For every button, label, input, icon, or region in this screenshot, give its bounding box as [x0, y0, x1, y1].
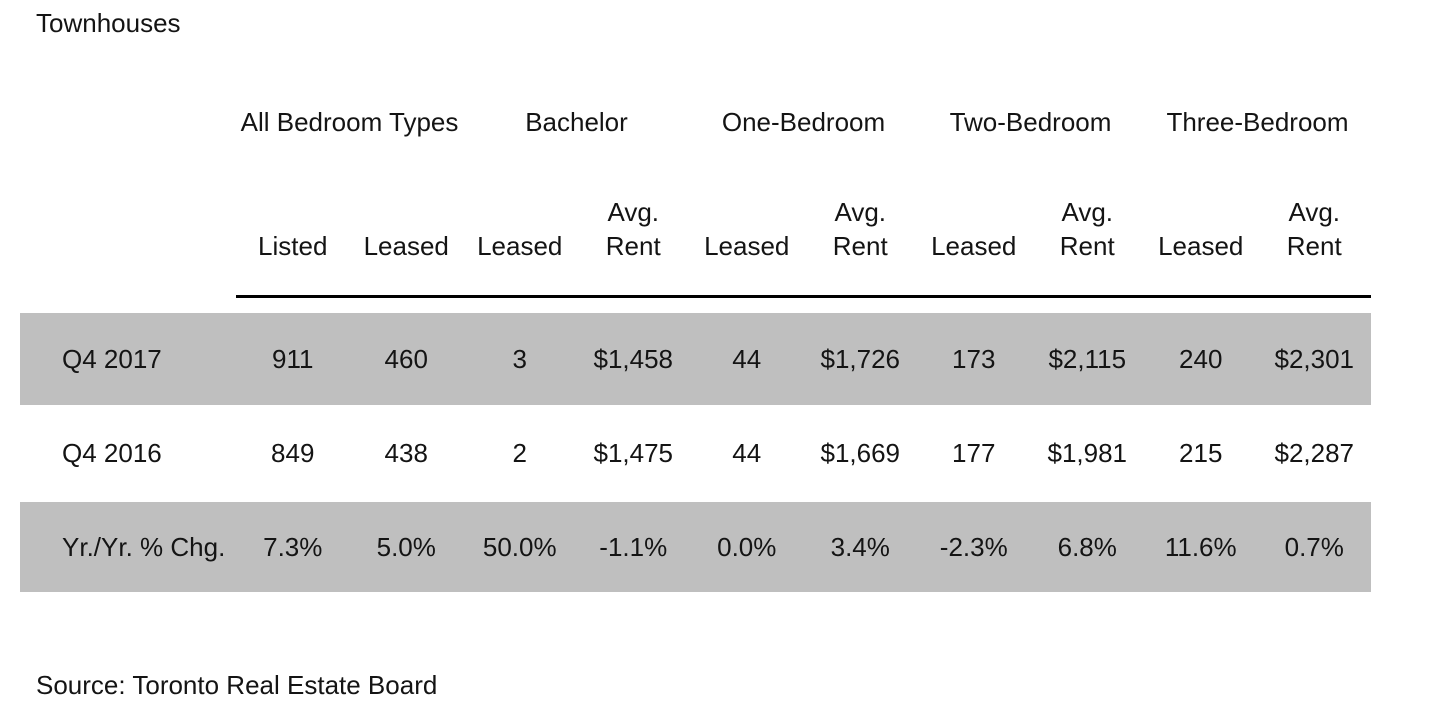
table-cell: 911 [236, 313, 350, 405]
row-label: Q4 2016 [62, 438, 162, 468]
col-header-label: Rent [832, 230, 888, 261]
table-cell: 3.4% [803, 502, 917, 592]
col-header-two-bedroom-avg-rent: Avg. Rent [1030, 154, 1144, 298]
table-cell: $1,726 [803, 313, 917, 405]
table-cell: 0.7% [1257, 502, 1371, 592]
table-cell: 44 [690, 313, 804, 405]
col-header-one-bedroom-leased: Leased [690, 154, 804, 298]
col-header-label: Rent [605, 230, 661, 261]
table-cell: $2,301 [1257, 313, 1371, 405]
table-cell: $1,981 [1047, 438, 1128, 468]
col-header-label: Avg. [607, 196, 660, 227]
table-row-q4-2017: Q4 2017 911 460 3 $1,458 44 $1,726 173 $… [20, 313, 1371, 405]
table-cell: 240 [1144, 313, 1258, 405]
rental-summary-table: All Bedroom Types Bachelor One-Bedroom T… [20, 90, 1371, 592]
column-header-row: Listed Leased Leased Avg. Rent Leased Av… [20, 154, 1371, 298]
group-header-one-bedroom: One-Bedroom [721, 106, 886, 137]
row-label: Q4 2017 [20, 313, 236, 405]
col-header-two-bedroom-leased: Leased [917, 154, 1031, 298]
table-cell: 50.0% [463, 502, 577, 592]
group-header-row: All Bedroom Types Bachelor One-Bedroom T… [20, 90, 1371, 154]
table-cell: 5.0% [349, 502, 463, 592]
table-cell: -2.3% [917, 502, 1031, 592]
col-header-label: Avg. [1061, 196, 1114, 227]
table-cell: $1,458 [576, 313, 690, 405]
group-header-bachelor: Bachelor [525, 106, 628, 137]
table-cell: 215 [1179, 438, 1223, 468]
table-cell: 11.6% [1144, 502, 1258, 592]
source-note: Source: Toronto Real Estate Board [36, 670, 438, 700]
col-header-label: Avg. [1288, 196, 1341, 227]
table-row-q4-2016: Q4 2016 849 438 2 $1,475 44 $1,669 177 $… [20, 405, 1371, 502]
spacer-row [20, 296, 1371, 313]
col-header-label: Leased [1158, 230, 1244, 261]
table-cell: 6.8% [1030, 502, 1144, 592]
corner-cell [20, 154, 236, 296]
table-cell: 177 [952, 438, 996, 468]
report-page: Townhouses All Bedroom Types Bachelor On… [20, 8, 1371, 700]
table-cell: 849 [271, 438, 315, 468]
row-label: Yr./Yr. % Chg. [20, 502, 236, 592]
col-header-label: Leased [477, 230, 563, 261]
table-cell: 44 [732, 438, 762, 468]
table-row-yr-pct-chg: Yr./Yr. % Chg. 7.3% 5.0% 50.0% -1.1% 0.0… [20, 502, 1371, 592]
col-header-label: Rent [1059, 230, 1115, 261]
group-header-two-bedroom: Two-Bedroom [949, 106, 1112, 137]
table-cell: 460 [349, 313, 463, 405]
table-cell: $1,669 [820, 438, 901, 468]
col-header-abt-leased: Leased [349, 154, 463, 298]
table-cell: 7.3% [236, 502, 350, 592]
group-header-three-bedroom: Three-Bedroom [1166, 106, 1349, 137]
table-cell: 2 [512, 438, 527, 468]
col-header-label: Leased [363, 230, 449, 261]
col-header-label: Rent [1286, 230, 1342, 261]
table-cell: -1.1% [576, 502, 690, 592]
group-header-all-bedroom-types: All Bedroom Types [240, 106, 459, 137]
col-header-label: Avg. [834, 196, 887, 227]
table-title: Townhouses [36, 8, 181, 38]
table-cell: 3 [463, 313, 577, 405]
col-header-label: Listed [258, 230, 328, 261]
table-cell: $1,475 [593, 438, 674, 468]
corner-cell [20, 90, 236, 154]
col-header-label: Leased [704, 230, 790, 261]
table-cell: 438 [384, 438, 428, 468]
col-header-abt-listed: Listed [236, 154, 350, 298]
table-cell: $2,287 [1274, 438, 1355, 468]
col-header-one-bedroom-avg-rent: Avg. Rent [803, 154, 917, 298]
col-header-bachelor-leased: Leased [463, 154, 577, 298]
table-cell: 0.0% [690, 502, 804, 592]
col-header-label: Leased [931, 230, 1017, 261]
col-header-three-bedroom-avg-rent: Avg. Rent [1257, 154, 1371, 298]
col-header-bachelor-avg-rent: Avg. Rent [576, 154, 690, 298]
col-header-three-bedroom-leased: Leased [1144, 154, 1258, 298]
table-cell: 173 [917, 313, 1031, 405]
table-cell: $2,115 [1030, 313, 1144, 405]
